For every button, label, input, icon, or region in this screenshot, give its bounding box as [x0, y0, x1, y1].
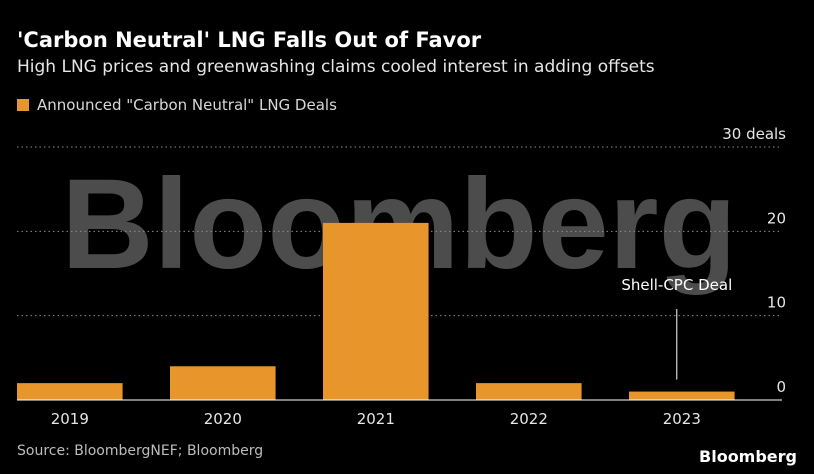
- bars: [17, 222, 735, 400]
- annotation-label: Shell-CPC Deal: [621, 276, 732, 294]
- chart-subtitle: High LNG prices and greenwashing claims …: [17, 57, 655, 77]
- source-note: Source: BloombergNEF; Bloomberg: [17, 443, 264, 459]
- bloomberg-logo: Bloomberg: [699, 447, 797, 466]
- x-axis-ticks: 2019 2020 2021 2022 2023: [51, 410, 701, 428]
- chart-title: 'Carbon Neutral' LNG Falls Out of Favor: [17, 28, 482, 52]
- x-tick-label: 2020: [204, 410, 242, 428]
- bar-2019: [17, 383, 123, 400]
- y-tick-label: 20: [767, 209, 786, 227]
- y-axis-ticks: 0 10 20 30 deals: [722, 125, 786, 396]
- legend: Announced "Carbon Neutral" LNG Deals: [17, 96, 337, 114]
- x-tick-label: 2022: [510, 410, 548, 428]
- bar-2022: [476, 383, 582, 400]
- bar-2021: [323, 222, 429, 400]
- legend-label: Announced "Carbon Neutral" LNG Deals: [37, 96, 337, 114]
- annotations: Shell-CPC Deal: [621, 276, 732, 380]
- x-tick-label: 2023: [663, 410, 701, 428]
- bar-2020: [170, 366, 276, 400]
- x-tick-label: 2019: [51, 410, 89, 428]
- x-tick-label: 2021: [357, 410, 395, 428]
- bar-2023: [629, 391, 735, 400]
- y-tick-label: 0: [776, 378, 786, 396]
- y-tick-label: 10: [767, 294, 786, 312]
- legend-swatch: [17, 99, 29, 111]
- y-tick-label: 30 deals: [722, 125, 786, 143]
